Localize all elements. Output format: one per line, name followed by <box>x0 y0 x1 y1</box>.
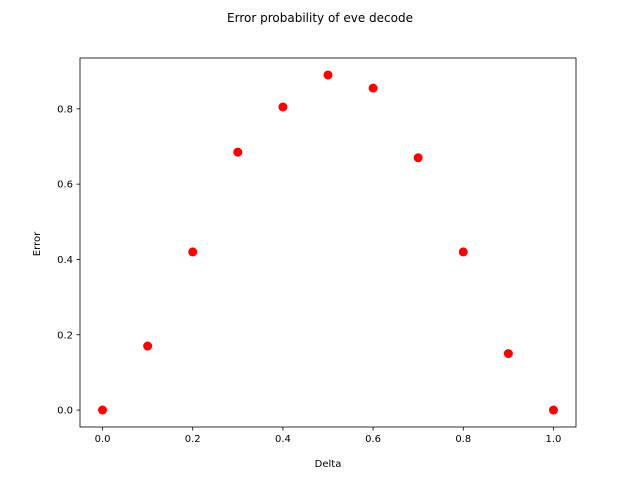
data-point <box>323 70 333 80</box>
data-point <box>98 405 108 415</box>
x-tick-label: 1.0 <box>546 434 562 445</box>
y-tick-label: 0.8 <box>57 104 73 115</box>
y-axis-label: Error <box>32 231 43 256</box>
data-point <box>548 405 558 415</box>
data-point <box>278 102 288 112</box>
x-tick-label: 0.6 <box>365 434 381 445</box>
data-point <box>188 247 198 257</box>
x-tick-label: 0.4 <box>275 434 291 445</box>
x-tick-label: 0.0 <box>95 434 111 445</box>
data-point <box>368 83 378 93</box>
y-tick-label: 0.6 <box>57 180 73 191</box>
chart-title: Error probability of eve decode <box>227 11 413 25</box>
x-axis-label: Delta <box>315 459 342 470</box>
data-point <box>458 247 468 257</box>
y-tick-label: 0.2 <box>57 330 73 341</box>
data-point <box>413 153 423 163</box>
y-axis: 0.0 0.2 0.4 0.6 0.8 <box>57 104 80 417</box>
y-tick-label: 0.0 <box>57 406 73 417</box>
x-tick-label: 0.2 <box>185 434 201 445</box>
y-tick-label: 0.4 <box>57 255 73 266</box>
axes-frame <box>79 57 577 428</box>
data-point <box>503 349 513 359</box>
plot-area <box>98 70 558 415</box>
x-axis: 0.0 0.2 0.4 0.6 0.8 1.0 <box>95 427 562 445</box>
data-point <box>233 147 243 157</box>
data-point <box>143 341 153 351</box>
x-tick-label: 0.8 <box>455 434 471 445</box>
